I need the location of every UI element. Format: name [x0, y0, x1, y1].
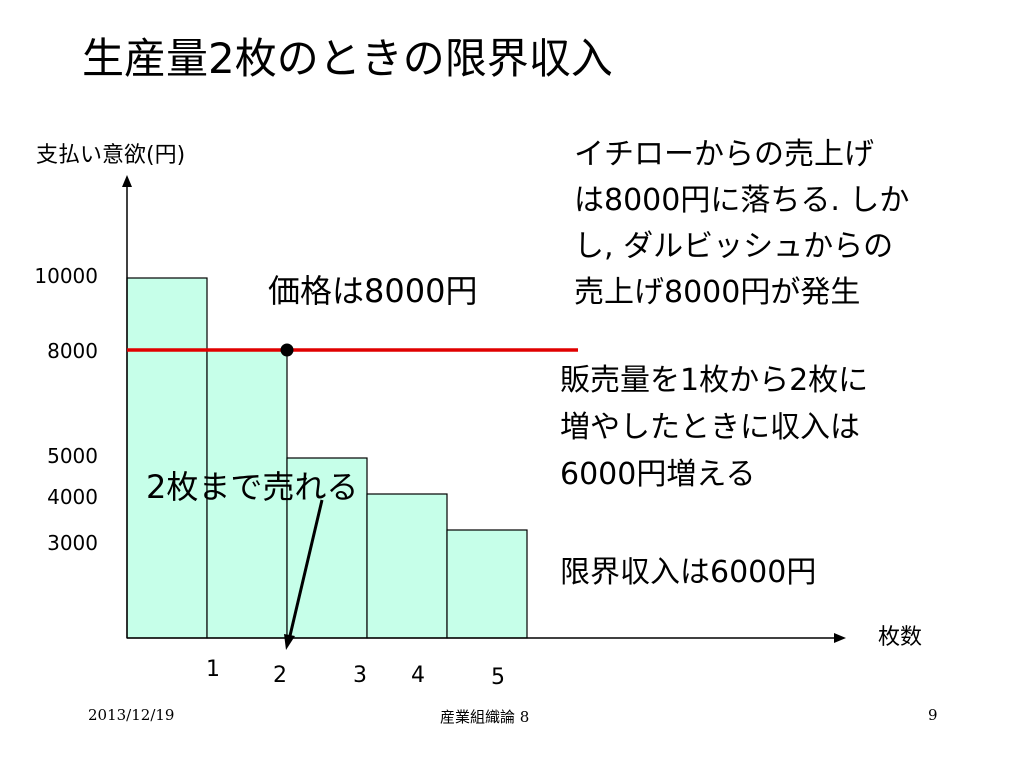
y-tick-label: 4000 [47, 485, 98, 509]
y-tick-label: 10000 [34, 264, 98, 288]
revenue-note-line: 販売量を1枚から2枚に [560, 363, 869, 398]
y-axis-arrow [122, 175, 132, 187]
x-tick-label: 4 [411, 663, 425, 688]
x-tick-label: 3 [353, 663, 367, 688]
ichiro-note-line: 売上げ8000円が発生 [574, 275, 861, 310]
price-annotation: 価格は8000円 [268, 272, 478, 310]
bar-5 [446, 529, 528, 639]
ichiro-note-line: し, ダルビッシュからの [574, 229, 894, 264]
bar-1 [126, 277, 208, 639]
x-tick-label: 2 [273, 663, 287, 688]
y-tick-label: 5000 [47, 444, 98, 468]
revenue-note-line: 増やしたときに収入は [560, 410, 860, 445]
bar-4 [366, 493, 448, 639]
pointer-line [287, 499, 324, 641]
sell-annotation: 2枚まで売れる [146, 468, 359, 506]
ichiro-note-line: は8000円に落ちる. しか [574, 183, 910, 218]
footer-course: 産業組織論 8 [440, 708, 530, 726]
x-axis-label: 枚数 [878, 625, 923, 650]
x-tick-label: 5 [491, 665, 505, 690]
pointer-arrowhead [284, 634, 295, 650]
revenue-increase-note: 販売量を1枚から2枚に 増やしたときに収入は 6000円増える [560, 357, 868, 498]
x-tick-label: 1 [206, 657, 220, 682]
footer-date: 2013/12/19 [88, 706, 175, 724]
footer-page-number: 9 [928, 706, 938, 724]
x-axis-arrow [834, 633, 846, 643]
marginal-revenue-note: 限界収入は6000円 [560, 555, 817, 590]
ichiro-note: イチローからの売上げ は8000円に落ちる. しか し, ダルビッシュからの 売… [574, 132, 909, 316]
y-axis-label: 支払い意欲(円) [36, 143, 186, 168]
slide-title: 生産量2枚のときの限界収入 [82, 34, 613, 83]
y-tick-label: 3000 [47, 531, 98, 555]
revenue-note-line: 6000円増える [560, 457, 756, 492]
ichiro-note-line: イチローからの売上げ [574, 137, 874, 172]
price-point [280, 343, 294, 357]
y-tick-label: 8000 [47, 339, 98, 363]
